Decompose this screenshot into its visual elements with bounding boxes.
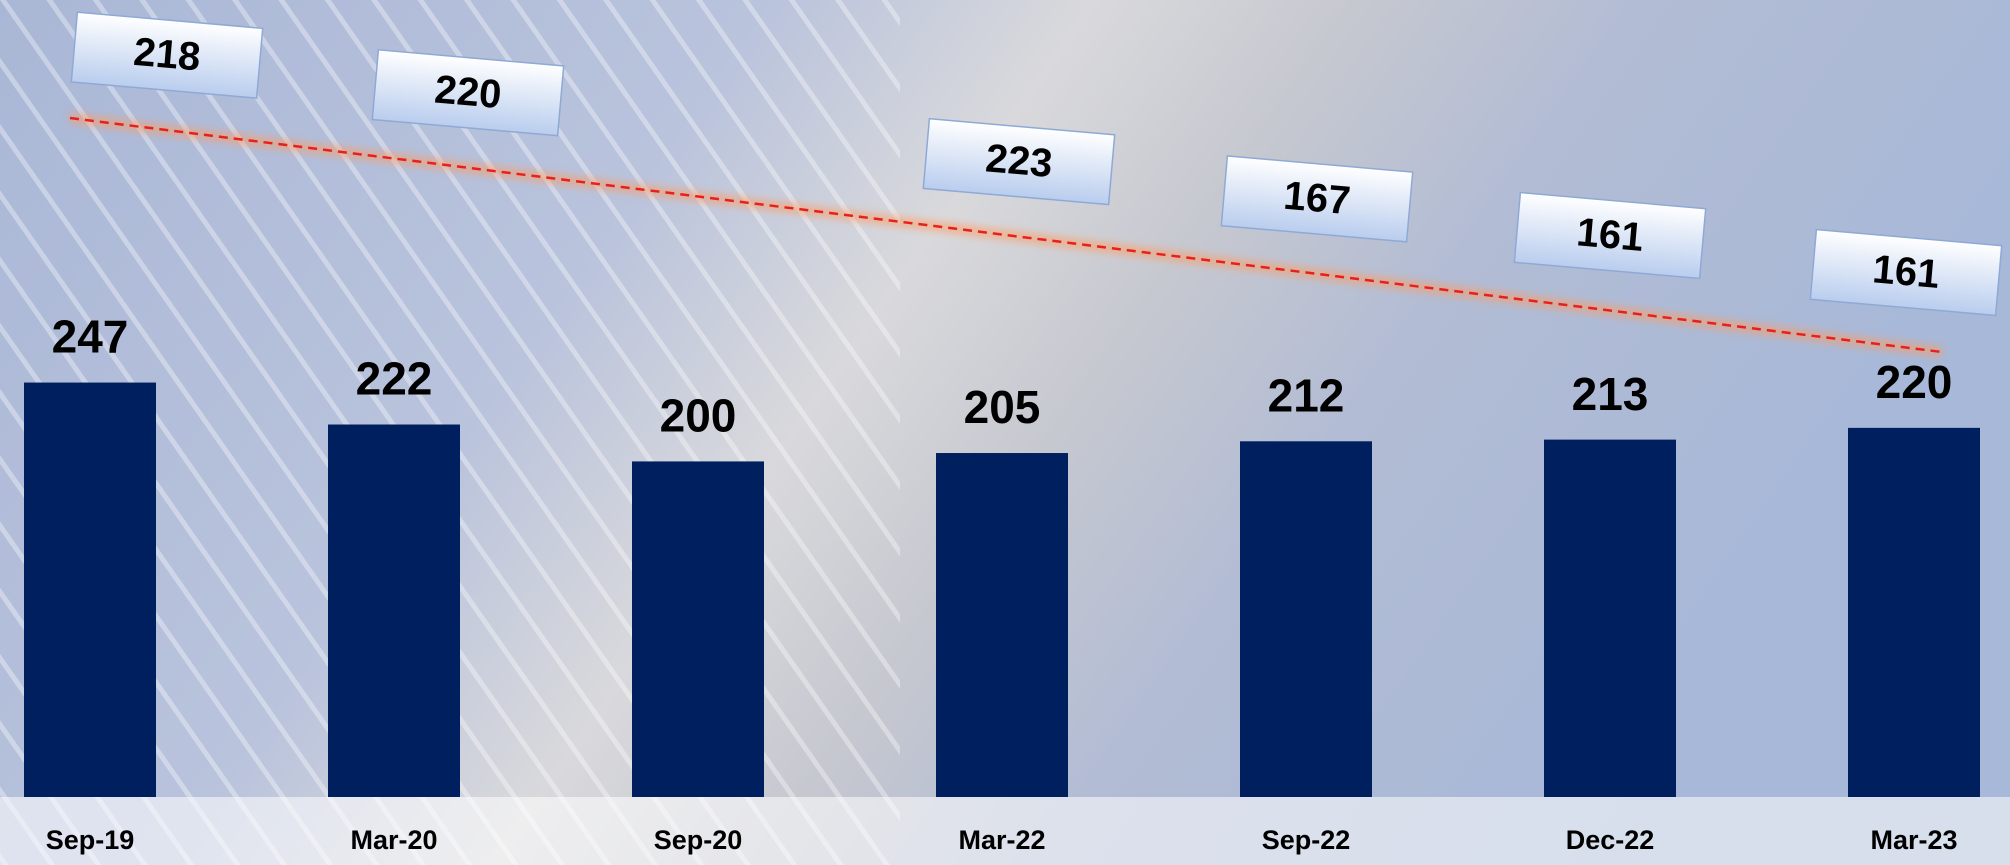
x-tick-label: Sep-20 <box>654 825 743 855</box>
bar-value-label: 220 <box>1876 356 1953 408</box>
x-tick-label: Mar-20 <box>350 825 437 855</box>
x-tick-label: Sep-22 <box>1262 825 1351 855</box>
line-label-box: 161 <box>1513 191 1707 280</box>
bar-value-label: 212 <box>1268 369 1345 421</box>
label-band <box>0 797 2010 865</box>
line-point-box <box>70 11 264 99</box>
line-value-label: 220 <box>433 67 503 117</box>
line-value-label: 218 <box>132 30 202 80</box>
line-value-label: 161 <box>1871 247 1941 297</box>
line-label-box: 167 <box>1220 155 1414 243</box>
bar <box>328 424 460 797</box>
line-label-box: 218 <box>70 11 264 99</box>
bar <box>632 461 764 797</box>
x-tick-label: Dec-22 <box>1566 825 1655 855</box>
line-point-box <box>922 117 1116 206</box>
bar-value-label: 200 <box>660 390 737 442</box>
line-point-box <box>371 48 565 137</box>
bar-value-label: 205 <box>964 381 1041 433</box>
line-label-box: 223 <box>922 117 1116 206</box>
x-tick-label: Sep-19 <box>46 825 135 855</box>
line-point-box <box>1220 155 1414 243</box>
bar <box>1240 441 1372 797</box>
line-point-box <box>1513 191 1707 280</box>
line-label-box: 161 <box>1809 228 2003 317</box>
line-value-label: 161 <box>1575 210 1645 260</box>
bar <box>1848 427 1980 797</box>
line-label-box: 220 <box>371 48 565 137</box>
bar <box>936 453 1068 797</box>
bar-value-label: 247 <box>52 311 129 363</box>
bar <box>1544 439 1676 797</box>
bar-value-label: 222 <box>356 353 433 405</box>
bar <box>24 382 156 797</box>
line-point-box <box>1809 228 2003 317</box>
bar-value-label: 213 <box>1572 368 1649 420</box>
line-value-label: 167 <box>1282 174 1352 224</box>
line-value-label: 223 <box>984 136 1054 186</box>
x-tick-label: Mar-22 <box>958 825 1045 855</box>
trend-line <box>69 113 1943 357</box>
x-tick-label: Mar-23 <box>1870 825 1957 855</box>
trend-glow <box>69 113 1943 357</box>
